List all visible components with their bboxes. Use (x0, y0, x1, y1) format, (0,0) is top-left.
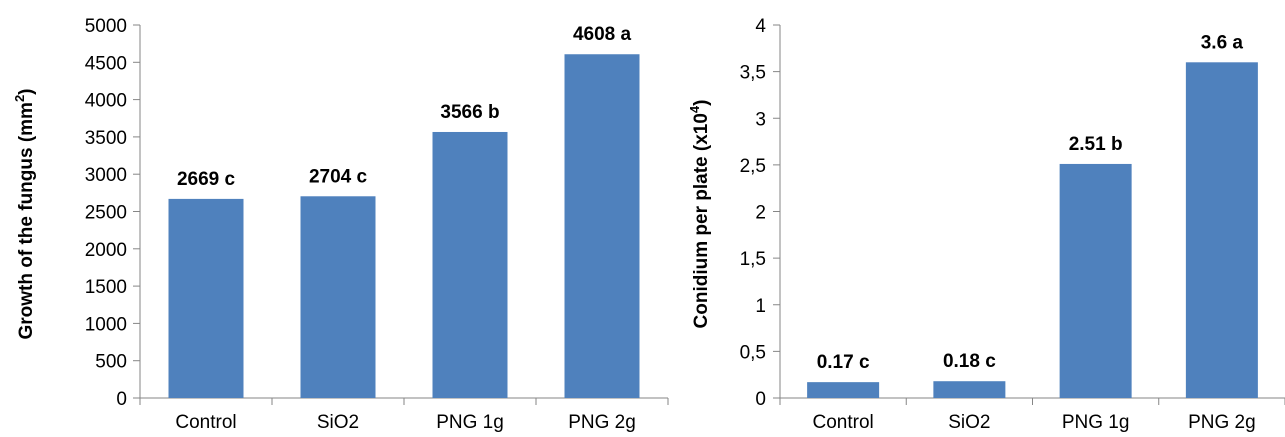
y-tick-label: 1,5 (740, 249, 766, 270)
y-tick-label: 2 (755, 203, 766, 224)
bar (300, 196, 376, 398)
data-label: 4608 a (573, 24, 632, 45)
data-label: 0.17 c (817, 352, 870, 373)
y-tick-label: 5000 (85, 16, 127, 37)
data-label: 3566 b (440, 102, 499, 123)
y-tick-label: 3 (755, 109, 766, 130)
y-tick-label: 1500 (85, 277, 127, 298)
y-tick-label: 3000 (85, 165, 127, 186)
x-tick-label: Control (813, 412, 874, 433)
y-axis-label-end: ) (16, 88, 37, 94)
chart-conidium-per-plate: Conidium per plate (x104) 00,511,522,533… (687, 16, 1285, 433)
y-tick-label: 1000 (85, 314, 127, 335)
bar (1185, 62, 1258, 399)
y-tick-label: 3,5 (740, 63, 766, 84)
data-label: 0.18 c (943, 351, 996, 372)
y-tick-label: 3500 (85, 128, 127, 149)
y-axis-label-main: Conidium per plate (x10 (691, 113, 712, 328)
data-label: 3.6 a (1201, 32, 1244, 53)
y-tick-label: 0 (755, 389, 766, 410)
x-tick-label: SiO2 (948, 412, 990, 433)
y-axis-label-sup: 4 (687, 105, 702, 113)
bar (432, 131, 508, 399)
y-axis-label-sup: 2 (12, 95, 27, 102)
y-tick-label: 0,5 (740, 342, 766, 363)
y-tick-label: 2500 (85, 203, 127, 224)
x-tick-label: PNG 1g (1062, 412, 1130, 433)
y-tick-label: 4500 (85, 53, 127, 74)
y-tick-label: 2000 (85, 240, 127, 261)
x-tick-label: SiO2 (317, 412, 359, 433)
bar (168, 198, 244, 398)
chart-fungus-growth: Growth of the fungus (mm2) 0 500 1000 1500 2… (12, 16, 669, 433)
x-tick-label: Control (175, 412, 236, 433)
x-tick-label: PNG 2g (568, 412, 636, 433)
y-axis-label-conidium: Conidium per plate (x104) (687, 100, 712, 329)
x-tick-label: PNG 2g (1188, 412, 1256, 433)
y-tick-label: 2,5 (740, 156, 766, 177)
x-tick-label: PNG 1g (436, 412, 504, 433)
y-tick-label: 500 (95, 352, 127, 373)
y-axis-label-end: ) (691, 100, 712, 106)
y-axis-label-fungus-growth: Growth of the fungus (mm2) (12, 88, 37, 339)
y-tick-label: 4000 (85, 91, 127, 112)
bar (1059, 163, 1132, 398)
y-tick-label: 0 (116, 389, 127, 410)
bar (933, 381, 1006, 398)
data-label: 2669 c (177, 169, 236, 190)
y-tick-label: 4 (755, 16, 766, 37)
y-axis-label-main: Growth of the fungus (mm (16, 102, 37, 339)
data-label: 2704 c (309, 166, 368, 187)
y-tick-label: 1 (755, 296, 766, 317)
data-label: 2.51 b (1069, 134, 1123, 155)
bar (564, 54, 640, 399)
bar (807, 382, 880, 398)
